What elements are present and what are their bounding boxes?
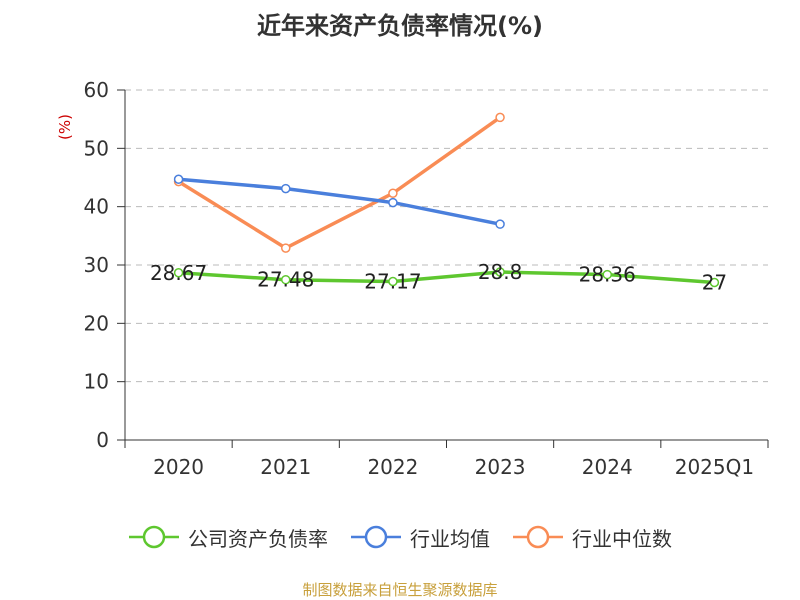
y-tick-label: 60	[84, 78, 109, 102]
data-point	[495, 112, 505, 123]
data-point	[602, 269, 612, 280]
data-point	[173, 268, 184, 278]
y-tick-label: 30	[84, 253, 109, 277]
chart-title: 近年来资产负债率情况(%)	[257, 12, 543, 40]
legend-circle	[526, 525, 550, 549]
data-label-layer: 28.67 27.48 27.17 28.8 28.36 27	[150, 260, 727, 295]
legend-item[interactable]: 行业中位数	[512, 523, 672, 552]
y-tick-label: 0	[96, 428, 109, 452]
legend-circle	[364, 525, 388, 549]
axes-layer: 0 10 20 30 40 50 60 2020 2021 2022 2023 2024 2025Q1	[84, 78, 769, 479]
series-line	[176, 177, 502, 226]
x-tick-label: 2024	[582, 455, 633, 479]
data-point	[388, 188, 398, 198]
series-line	[176, 115, 502, 250]
legend-marker-icon	[351, 525, 401, 549]
data-point	[173, 174, 184, 184]
data-label: 28.8	[478, 260, 523, 284]
x-tick-label: 2023	[475, 455, 526, 479]
y-tick-label: 10	[84, 370, 109, 394]
legend-marker-icon	[129, 525, 179, 549]
grid-layer	[125, 89, 768, 383]
legend-item[interactable]: 公司资产负债率	[128, 523, 328, 552]
data-point	[281, 243, 291, 253]
y-tick-label: 20	[84, 311, 109, 335]
x-tick-label: 2022	[367, 455, 418, 479]
legend-label: 行业中位数	[572, 526, 672, 551]
y-tick-label: 50	[84, 136, 109, 160]
data-point	[709, 277, 720, 288]
data-label: 28.36	[579, 263, 636, 287]
legend-label: 行业均值	[410, 526, 490, 551]
y-tick-label: 40	[84, 195, 109, 219]
y-axis-label: (%)	[56, 114, 74, 140]
data-point	[281, 183, 291, 194]
data-label: 27.17	[364, 270, 421, 294]
series-line	[176, 270, 717, 285]
data-point	[388, 276, 398, 287]
data-label: 28.67	[150, 261, 207, 285]
source-note: 制图数据来自恒生聚源数据库	[302, 581, 498, 599]
x-tick-label: 2020	[153, 455, 204, 479]
data-point	[388, 197, 398, 208]
series-layer	[173, 112, 720, 288]
data-label: 27.48	[257, 268, 314, 292]
data-point	[281, 274, 291, 285]
x-tick-label: 2025Q1	[675, 455, 754, 479]
legend-item[interactable]: 行业均值	[350, 523, 490, 552]
data-point	[495, 219, 505, 229]
legend-label: 公司资产负债率	[188, 526, 328, 551]
data-point	[495, 267, 505, 277]
legend-marker-icon	[513, 525, 563, 549]
data-label: 27	[702, 271, 727, 295]
x-tick-label: 2021	[260, 455, 311, 479]
legend: 公司资产负债率 行业均值 行业中位数	[0, 521, 800, 553]
legend-circle	[142, 525, 166, 549]
